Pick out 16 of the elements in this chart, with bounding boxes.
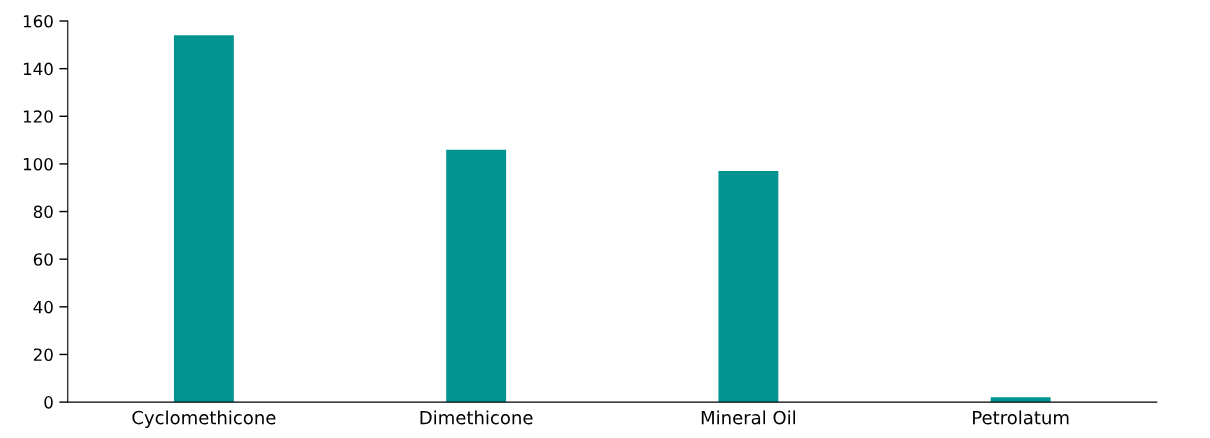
bar [173, 35, 234, 403]
y-tick-label: 40 [33, 300, 53, 314]
y-tick-label: 60 [33, 253, 53, 266]
bar [446, 149, 507, 403]
y-tick-label: 20 [33, 348, 53, 362]
x-tick-label: Mineral Oil [701, 410, 796, 425]
x-tick-label: Petrolatum [973, 410, 1069, 425]
x-tick-label: Cyclomethicone [132, 410, 276, 428]
y-tick-label: 80 [33, 205, 53, 219]
y-tick-label: 140 [23, 62, 53, 76]
y-tick-label: 100 [23, 157, 53, 171]
x-tick-label: Dimethicone [420, 410, 533, 425]
y-tick-label: 120 [23, 110, 53, 123]
y-tick-label: 0 [44, 396, 53, 409]
y-tick-label: 160 [23, 14, 53, 28]
bar [718, 171, 779, 403]
